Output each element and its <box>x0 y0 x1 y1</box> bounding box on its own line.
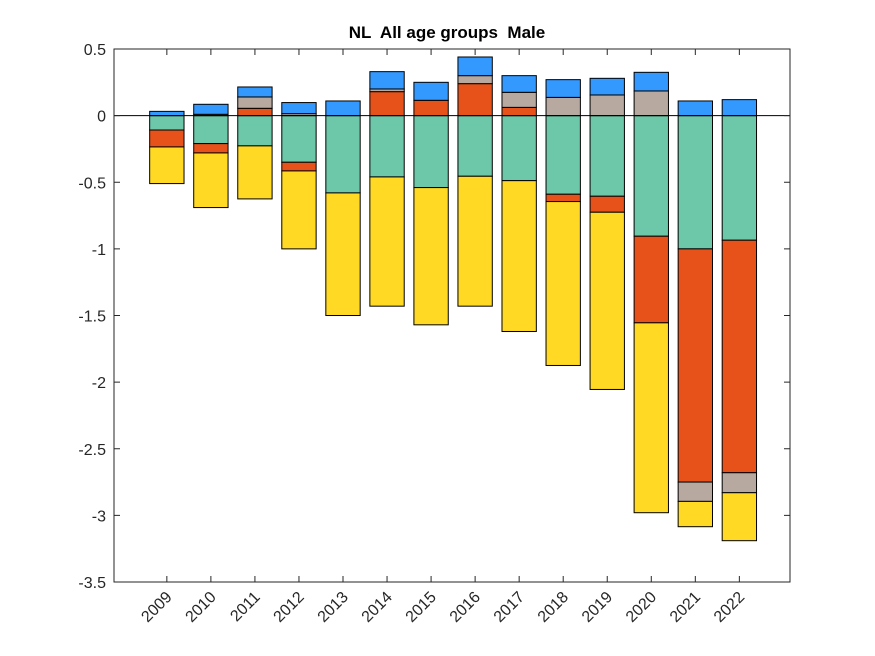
y-tick-label: -0.5 <box>78 175 106 192</box>
bar-segment-series-1-2012 <box>281 115 317 163</box>
bar-segment-series-1-2019 <box>589 115 625 197</box>
bar-segment-series-5-2016 <box>457 175 493 307</box>
bar-segment-series-5-2018 <box>545 201 581 366</box>
y-tick-label: -2 <box>92 375 106 392</box>
bar-segment-series-2-2019 <box>589 195 625 213</box>
chart-title: NL All age groups Male <box>349 23 545 42</box>
bar-segment-series-4-2010 <box>193 103 229 115</box>
bar-segment-series-1-2022 <box>721 115 758 241</box>
x-tick-label: 2019 <box>579 589 616 626</box>
bar-segment-series-4-2018 <box>545 79 581 98</box>
bar-segment-series-5-2022 <box>721 492 758 542</box>
bar-segment-series-1-2013 <box>325 115 361 194</box>
bar-segment-series-5-2017 <box>501 180 537 332</box>
bar-segment-series-3-2017 <box>501 91 537 108</box>
y-tick-label: 0 <box>97 109 106 126</box>
bar-segment-series-1-2014 <box>369 115 405 178</box>
x-tick-label: 2009 <box>138 589 175 626</box>
bar-segment-series-2-2020 <box>633 235 669 324</box>
y-tick-label: -1 <box>92 242 106 259</box>
x-tick-label: 2022 <box>711 589 748 626</box>
bar-segment-series-2-2012 <box>281 161 317 172</box>
bar-segment-series-4-2019 <box>589 77 625 96</box>
bar-segment-series-5-2009 <box>149 146 185 185</box>
bar-segment-series-2-2010 <box>193 143 229 154</box>
bar-segment-series-3-2020 <box>633 90 669 117</box>
bar-segment-series-5-2014 <box>369 176 405 307</box>
bar-segment-series-5-2013 <box>325 192 361 316</box>
y-tick-label: -3 <box>92 508 106 525</box>
bar-segment-series-1-2016 <box>457 115 493 177</box>
x-tick-label: 2013 <box>315 589 352 626</box>
bar-segment-series-2-2011 <box>237 107 273 117</box>
bar-segment-series-3-2021 <box>677 481 713 502</box>
bar-segment-series-1-2017 <box>501 115 537 182</box>
bar-segment-series-4-2011 <box>237 86 273 98</box>
bar-segment-series-1-2021 <box>677 115 713 250</box>
bar-segment-series-1-2020 <box>633 115 669 237</box>
bar-segment-series-5-2010 <box>193 152 229 209</box>
bar-segment-series-4-2014 <box>369 71 405 90</box>
x-tick-label: 2018 <box>535 589 572 626</box>
bar-segment-series-3-2016 <box>457 75 493 85</box>
x-tick-label: 2020 <box>623 589 660 626</box>
bar-segment-series-1-2015 <box>413 115 449 189</box>
x-tick-label: 2015 <box>403 589 440 626</box>
bar-segment-series-3-2019 <box>589 94 625 117</box>
bar-segment-series-2-2022 <box>721 239 758 474</box>
bar-segment-series-1-2009 <box>149 115 185 131</box>
bar-segment-series-3-2022 <box>721 472 758 494</box>
bars-layer <box>149 56 758 542</box>
bar-segment-series-4-2016 <box>457 56 493 77</box>
bar-segment-series-2-2009 <box>149 129 185 148</box>
x-tick-label: 2011 <box>227 589 263 625</box>
bar-segment-series-4-2009 <box>149 110 185 117</box>
x-tick-label: 2012 <box>271 589 308 626</box>
x-tick-label: 2010 <box>183 589 220 626</box>
bar-segment-series-4-2012 <box>281 102 317 115</box>
bar-segment-series-1-2011 <box>237 115 273 147</box>
bar-segment-series-2-2016 <box>457 83 493 117</box>
bar-segment-series-1-2010 <box>193 115 229 145</box>
bar-segment-series-3-2011 <box>237 96 273 109</box>
bar-segment-series-5-2012 <box>281 170 317 250</box>
x-tick-label: 2016 <box>447 589 484 626</box>
bar-segment-series-5-2019 <box>589 211 625 390</box>
bar-segment-series-5-2020 <box>633 322 669 514</box>
bar-segment-series-5-2021 <box>677 500 713 528</box>
x-tick-label: 2017 <box>491 589 528 626</box>
bar-segment-series-3-2018 <box>545 96 581 117</box>
bar-segment-series-4-2015 <box>413 81 449 101</box>
bar-segment-series-2-2017 <box>501 106 537 117</box>
bar-segment-series-4-2022 <box>721 99 758 117</box>
bar-segment-series-4-2013 <box>325 100 361 117</box>
bar-segment-series-5-2015 <box>413 187 449 326</box>
bar-segment-series-1-2018 <box>545 115 581 195</box>
y-tick-label: -2.5 <box>78 442 106 459</box>
y-tick-label: -1.5 <box>78 309 106 326</box>
bar-segment-series-2-2014 <box>369 91 405 117</box>
bar-segment-series-5-2011 <box>237 145 273 200</box>
bar-segment-series-2-2021 <box>677 248 713 483</box>
bar-segment-series-4-2021 <box>677 100 713 117</box>
bar-segment-series-4-2020 <box>633 71 669 92</box>
y-tick-label: 0.5 <box>84 42 106 59</box>
x-tick-label: 2014 <box>359 589 396 626</box>
bar-segment-series-2-2015 <box>413 99 449 117</box>
x-tick-label: 2021 <box>667 589 704 626</box>
y-tick-label: -3.5 <box>78 575 106 592</box>
bar-segment-series-2-2018 <box>545 193 581 203</box>
bar-segment-series-4-2017 <box>501 75 537 93</box>
